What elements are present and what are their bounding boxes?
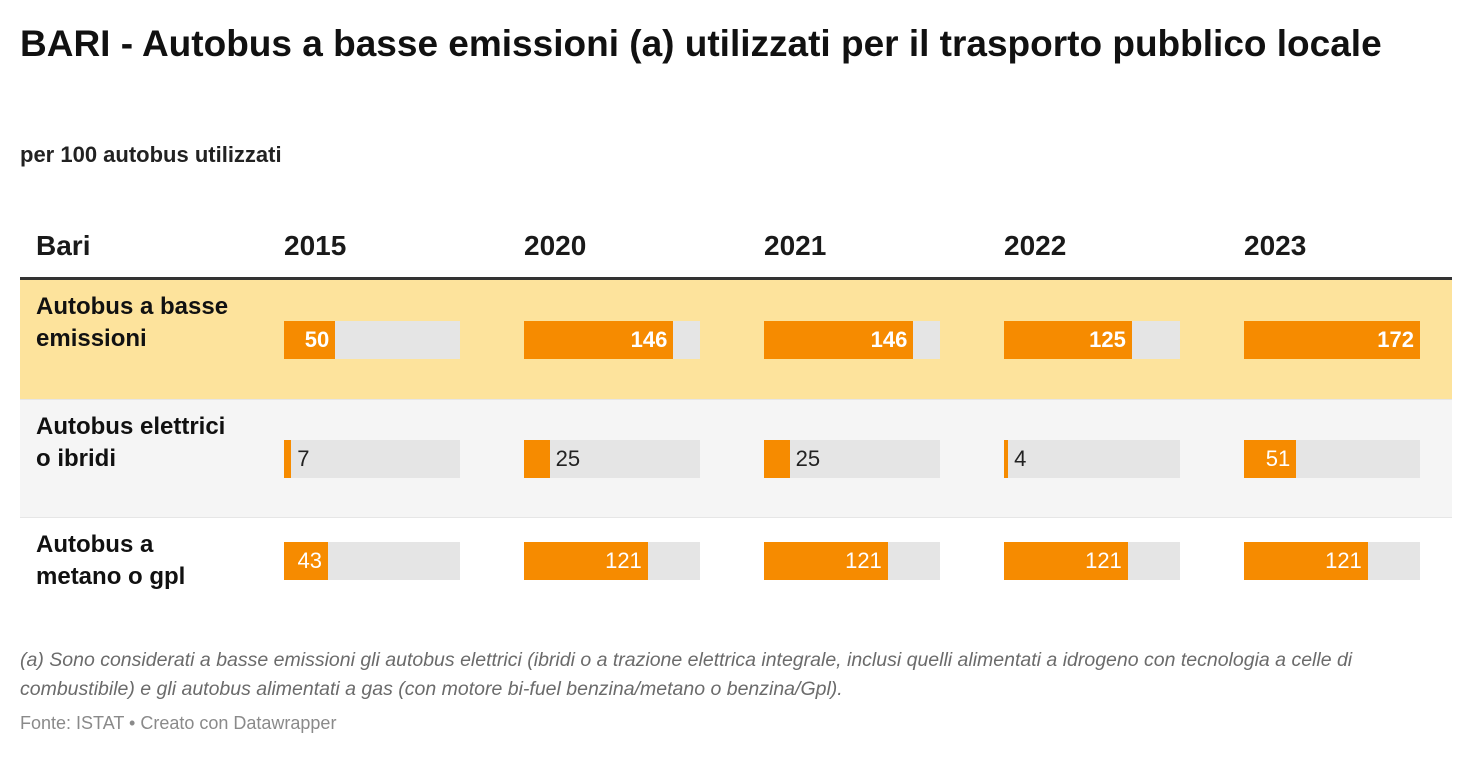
header-year: 2021 xyxy=(764,230,827,261)
bar-value-label: 7 xyxy=(297,446,310,471)
bar xyxy=(764,321,914,359)
bar-track: 121 xyxy=(764,542,940,580)
bar xyxy=(284,542,328,580)
bar-value-label: 51 xyxy=(1265,446,1291,471)
chart-title: BARI - Autobus a basse emissioni (a) uti… xyxy=(20,23,1382,64)
bar-value-label: 172 xyxy=(1377,327,1414,352)
bar xyxy=(284,321,336,359)
bar-track: 125 xyxy=(1004,321,1180,359)
bar-value-label: 125 xyxy=(1089,327,1126,352)
bar-value-label: 121 xyxy=(605,548,642,573)
bar-value-label: 146 xyxy=(630,327,668,352)
row-label: Autobus a basse emissioni xyxy=(36,293,229,352)
footnote: (a) Sono considerati a basse emissioni g… xyxy=(20,649,1353,700)
bar-track: 172 xyxy=(1244,321,1420,359)
bar-track: 43 xyxy=(284,542,460,580)
data-table: Bari 2015 2020 2021 2022 2023 Autobus a … xyxy=(20,214,1452,604)
bar-track: 121 xyxy=(524,542,700,580)
bar xyxy=(524,321,674,359)
bar-track: 121 xyxy=(1244,542,1420,580)
bar xyxy=(284,440,292,478)
header-year: 2022 xyxy=(1004,230,1067,261)
bar xyxy=(764,440,790,478)
bar-value-label: 146 xyxy=(870,327,908,352)
bar-value-label: 121 xyxy=(1325,548,1362,573)
bar xyxy=(1004,542,1128,580)
bar-value-label: 4 xyxy=(1014,446,1027,471)
bar-value-label: 25 xyxy=(795,446,821,471)
row-label: Autobus a metano o gpl xyxy=(36,531,186,590)
bar-track: 146 xyxy=(524,321,700,359)
header-row-label: Bari xyxy=(36,230,91,261)
bar-track: 25 xyxy=(764,440,940,478)
bar xyxy=(1244,440,1297,478)
bar-track: 50 xyxy=(284,321,460,359)
bar xyxy=(764,542,888,580)
source-note: Fonte: ISTAT • Creato con Datawrapper xyxy=(20,713,337,733)
bar xyxy=(524,542,648,580)
header-year: 2023 xyxy=(1244,230,1307,261)
bar-value-label: 121 xyxy=(845,548,882,573)
bar-value-label: 25 xyxy=(555,446,581,471)
bar xyxy=(1004,440,1009,478)
bar-track: 146 xyxy=(764,321,940,359)
table-row: Autobus a basse emissioni 50 146 146 125 172 xyxy=(20,280,1452,400)
bar-value-label: 121 xyxy=(1085,548,1122,573)
chart-subtitle: per 100 autobus utilizzati xyxy=(20,142,282,167)
bar xyxy=(1244,542,1368,580)
bar-value-label: 50 xyxy=(304,327,330,352)
header-year: 2020 xyxy=(524,230,587,261)
bar-track: 121 xyxy=(1004,542,1180,580)
bar-track: 7 xyxy=(284,440,460,478)
bar xyxy=(1004,321,1132,359)
bar-track: 51 xyxy=(1244,440,1420,478)
bar-track: 25 xyxy=(524,440,700,478)
bar xyxy=(524,440,550,478)
row-label: Autobus elettrici o ibridi xyxy=(36,413,226,472)
bar-value-label: 43 xyxy=(297,548,322,573)
header-year: 2015 xyxy=(284,230,347,261)
bar-track: 4 xyxy=(1004,440,1180,478)
table-row: Autobus a metano o gpl 43 121 121 121 121 xyxy=(20,518,1452,604)
table-row: Autobus elettrici o ibridi 7 25 25 4 51 xyxy=(20,400,1452,518)
bar xyxy=(1244,321,1420,359)
table-header: Bari 2015 2020 2021 2022 2023 xyxy=(20,214,1452,280)
